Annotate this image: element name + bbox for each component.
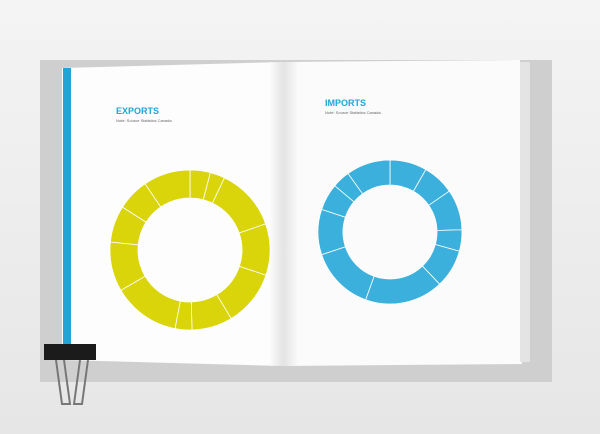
chart-title: IMPORTS xyxy=(325,98,366,108)
donut-segment xyxy=(144,169,191,208)
page-edges xyxy=(520,62,530,362)
gutter xyxy=(270,62,298,366)
donut-segment xyxy=(347,159,391,195)
right-page xyxy=(284,60,522,366)
chart-subtitle: Note: Source Statistics Canada. xyxy=(325,110,382,115)
chart-subtitle: Note: Source Statistics Canada. xyxy=(116,118,173,123)
binder-clip xyxy=(44,344,96,405)
blue-stripe xyxy=(63,68,71,360)
chart-title: EXPORTS xyxy=(116,106,159,116)
